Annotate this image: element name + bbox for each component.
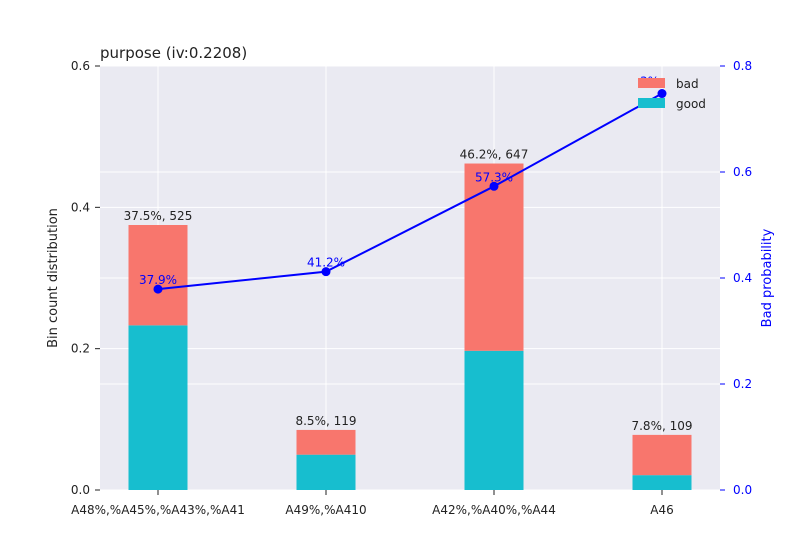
y-tick-label: 0.4 bbox=[71, 200, 90, 214]
legend-label-good: good bbox=[676, 97, 706, 111]
bad-rate-point bbox=[657, 89, 667, 99]
legend: bad good bbox=[638, 77, 706, 111]
legend-label-bad: bad bbox=[676, 77, 699, 91]
y-tick-label: 0.0 bbox=[71, 483, 90, 497]
bad-rate-label: 57.3% bbox=[475, 170, 513, 184]
bar-bad bbox=[632, 434, 692, 476]
axes: 0.0 0.2 0.4 0.6 0.0 0.2 0.4 0.6 0.8 A48%,%A45%,%A… bbox=[71, 59, 752, 517]
legend-swatch-bad bbox=[638, 78, 665, 88]
bar-total-label: 37.5%, 525 bbox=[124, 209, 193, 223]
bad-rate-polyline bbox=[157, 92, 663, 291]
bar-good bbox=[632, 475, 692, 490]
y2-tick-label: 0.2 bbox=[733, 377, 752, 391]
y2-tick-label: 0.4 bbox=[733, 271, 752, 285]
bad-rate-label: 37.9% bbox=[139, 273, 177, 287]
bars bbox=[128, 163, 692, 490]
bad-rate-point bbox=[489, 181, 499, 191]
bar-bad bbox=[464, 163, 524, 351]
bad-rate-label: 41.2% bbox=[307, 256, 345, 270]
y2-tick-label: 0.8 bbox=[733, 59, 752, 73]
y-tick-label: 0.2 bbox=[71, 342, 90, 356]
bad-rate-point bbox=[153, 284, 163, 294]
y-axis-title: Bin count distribution bbox=[46, 208, 61, 348]
x-tick-label: A46 bbox=[650, 503, 673, 517]
chart-title: purpose (iv:0.2208) bbox=[100, 44, 247, 62]
bar-bad bbox=[296, 429, 356, 455]
bar-bad bbox=[128, 225, 188, 326]
data-labels: 37.5%, 525 8.5%, 119 46.2%, 647 7.8%, 109 37… bbox=[124, 75, 693, 433]
bad-rate-line bbox=[153, 89, 667, 294]
legend-swatch-good bbox=[638, 98, 665, 108]
y2-tick-label: 0.0 bbox=[733, 483, 752, 497]
y2-tick-label: 0.6 bbox=[733, 165, 752, 179]
y-tick-label: 0.6 bbox=[71, 59, 90, 73]
bar-total-label: 8.5%, 119 bbox=[295, 414, 356, 428]
bar-total-label: 7.8%, 109 bbox=[631, 419, 692, 433]
x-tick-label: A49%,%A410 bbox=[285, 503, 366, 517]
bar-total-label: 46.2%, 647 bbox=[460, 148, 529, 162]
x-tick-label: A42%,%A40%,%A44 bbox=[432, 503, 556, 517]
x-tick-label: A48%,%A45%,%A43%,%A41 bbox=[71, 503, 245, 517]
bad-rate-point bbox=[321, 267, 331, 277]
y2-axis-title: Bad probability bbox=[760, 228, 775, 327]
bar-good bbox=[128, 325, 188, 490]
bar-good bbox=[296, 454, 356, 490]
bar-good bbox=[464, 350, 524, 490]
